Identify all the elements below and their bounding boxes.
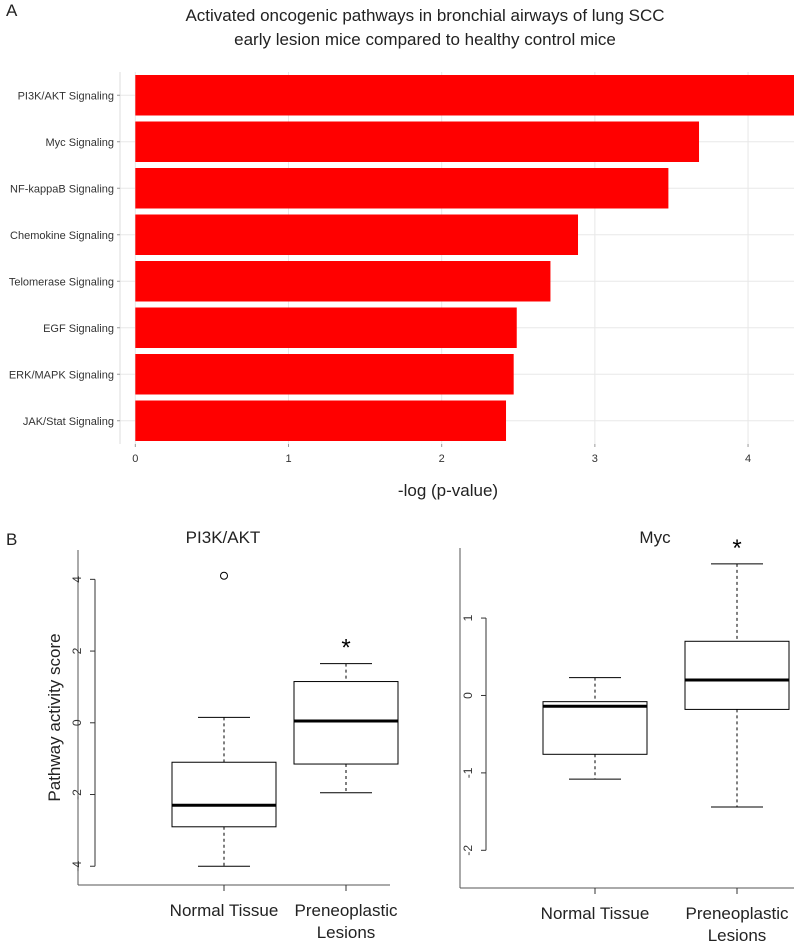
box-iqr	[293, 681, 399, 765]
outlier-point	[220, 571, 228, 580]
bar-chart-pathways: Activated oncogenic pathways in bronchia…	[9, 6, 794, 500]
y-tick-label: 0	[461, 692, 475, 699]
category-label: Telomerase Signaling	[9, 276, 114, 288]
boxplot-pi3k-akt: PI3K/AKT Pathway activity score -4 -2 0 2 4 Nor…	[45, 528, 399, 942]
category-label: NF-kappaB Signaling	[10, 183, 114, 195]
bar-pi3k-akt-signaling	[135, 75, 794, 116]
boxplot-myc: Myc -2 -1 0 1 Normal Tissue * Preneoplastic Lesi…	[459, 528, 794, 945]
bar-jak-stat-signaling	[135, 400, 507, 441]
x-tick-label: 4	[745, 453, 751, 465]
bar-erk-mapk-signaling	[135, 354, 514, 395]
x-tick-label: 2	[439, 453, 445, 465]
x-tick-label: 0	[132, 453, 138, 465]
y-tick-label: 0	[70, 719, 84, 726]
category-label: Chemokine Signaling	[10, 230, 114, 242]
panel-label-a: A	[6, 1, 18, 20]
x-axis-label: -log (p-value)	[398, 481, 498, 500]
box-iqr	[171, 761, 277, 828]
category-label: PI3K/AKT Signaling	[18, 90, 114, 102]
boxplot-title: PI3K/AKT	[186, 528, 261, 547]
category-label: JAK/Stat Signaling	[23, 416, 114, 428]
y-tick-label: 4	[70, 576, 84, 583]
chart-title-line: early lesion mice compared to healthy co…	[234, 30, 616, 49]
category-label: Myc Signaling	[46, 137, 114, 149]
y-tick-label: 1	[461, 614, 475, 621]
x-category-label: Preneoplastic	[685, 904, 789, 923]
y-tick-label: -2	[461, 845, 475, 856]
boxplot-title: Myc	[639, 528, 671, 547]
y-axis-label: Pathway activity score	[45, 633, 64, 801]
x-category-label: Normal Tissue	[170, 901, 279, 920]
y-tick-label: -4	[70, 861, 84, 872]
chart-title-line: Activated oncogenic pathways in bronchia…	[185, 6, 664, 25]
bar-chemokine-signaling	[135, 214, 579, 255]
significance-marker: *	[732, 535, 741, 562]
bar-nf-kappab-signaling	[135, 168, 669, 209]
x-tick-label: 3	[592, 453, 598, 465]
bar-egf-signaling	[135, 307, 517, 348]
bar-myc-signaling	[135, 121, 700, 162]
panel-label-b: B	[6, 530, 17, 549]
x-category-label: Lesions	[317, 923, 376, 942]
x-tick-label: 1	[285, 453, 291, 465]
y-tick-label: -2	[70, 789, 84, 800]
y-tick-label: 2	[70, 647, 84, 654]
y-tick-label: -1	[461, 767, 475, 778]
x-category-label: Preneoplastic	[294, 901, 398, 920]
x-category-label: Lesions	[708, 926, 767, 945]
bar-telomerase-signaling	[135, 261, 551, 302]
x-category-label: Normal Tissue	[541, 904, 650, 923]
box-iqr	[542, 701, 648, 755]
significance-marker: *	[341, 635, 350, 662]
category-label: ERK/MAPK Signaling	[9, 369, 114, 381]
box-iqr	[684, 640, 790, 710]
category-label: EGF Signaling	[43, 323, 114, 335]
